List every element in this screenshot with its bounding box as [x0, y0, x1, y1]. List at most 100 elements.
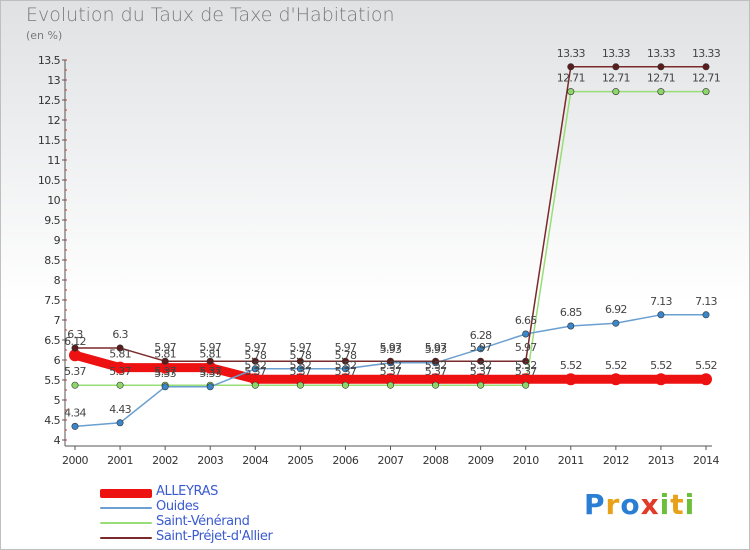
data-label: 5.81 [199, 348, 221, 361]
data-label: 13.33 [557, 47, 586, 60]
y-tick-label: 8 [54, 274, 61, 287]
y-tick-label: 9 [54, 234, 61, 247]
data-label: 5.97 [425, 341, 447, 354]
data-label: 5.93 [380, 343, 402, 356]
data-point [251, 365, 259, 373]
data-point [429, 373, 442, 386]
x-tick-label: 2013 [648, 454, 674, 467]
legend-label: ALLEYRAS [156, 484, 218, 499]
logo-letter: x [640, 488, 660, 521]
data-point [432, 357, 440, 365]
data-point [296, 381, 304, 389]
data-label: 5.52 [425, 359, 447, 372]
data-label: 13.33 [647, 47, 676, 60]
data-label: 5.52 [290, 359, 312, 372]
data-label: 13.33 [692, 47, 721, 60]
data-label: 12.71 [692, 72, 720, 85]
data-label: 5.52 [650, 359, 672, 372]
data-point [657, 63, 665, 71]
legend-label: Saint-Préjet-d'Allier [156, 529, 273, 544]
data-point [71, 344, 79, 352]
y-tick-label: 4 [54, 434, 61, 447]
data-label: 5.33 [154, 367, 176, 380]
legend-swatch [100, 522, 152, 524]
data-point [341, 357, 349, 365]
y-tick-label: 9.5 [44, 214, 60, 227]
data-label: 6.85 [560, 306, 582, 319]
data-label: 5.52 [244, 359, 266, 372]
data-label: 5.37 [425, 365, 447, 378]
data-point [206, 383, 214, 391]
data-point [657, 88, 665, 96]
data-label: 5.37 [470, 365, 492, 378]
legend-swatch [100, 489, 152, 498]
x-tick-label: 2009 [468, 454, 494, 467]
data-point [341, 365, 349, 373]
data-label: 5.37 [109, 365, 131, 378]
y-tick-label: 4.5 [44, 414, 60, 427]
data-label: 5.52 [560, 359, 582, 372]
data-point [294, 373, 307, 386]
data-label: 5.52 [695, 359, 717, 372]
x-tick-label: 2011 [558, 454, 584, 467]
y-tick-label: 7.5 [44, 294, 60, 307]
data-point [609, 373, 622, 386]
data-label: 5.52 [470, 359, 492, 372]
data-label: 5.93 [425, 343, 447, 356]
logo-letter: i [659, 488, 671, 521]
data-label: 5.37 [515, 365, 537, 378]
data-point [386, 381, 394, 389]
data-label: 5.33 [199, 367, 221, 380]
data-point [612, 88, 620, 96]
data-point [159, 361, 172, 374]
y-tick-label: 12 [47, 114, 60, 127]
y-tick-label: 13 [47, 74, 60, 87]
logo-letter: P [584, 488, 606, 521]
data-point [702, 311, 710, 319]
data-point [296, 365, 304, 373]
data-label: 7.13 [695, 295, 717, 308]
data-point [567, 88, 575, 96]
x-tick-label: 2008 [423, 454, 449, 467]
data-label: 12.71 [647, 72, 675, 85]
data-point [161, 383, 169, 391]
data-point [474, 373, 487, 386]
data-label: 5.81 [154, 348, 176, 361]
data-label: 6.28 [470, 329, 492, 342]
logo-letter: r [605, 488, 621, 521]
data-point [69, 349, 81, 362]
series-line-3 [74, 66, 707, 362]
data-point [339, 373, 352, 386]
y-tick-label: 12.5 [38, 94, 61, 107]
data-point [700, 373, 712, 386]
data-point [386, 357, 394, 365]
data-point [114, 361, 127, 374]
x-tick-label: 2012 [603, 454, 629, 467]
y-tick-label: 6.5 [44, 334, 60, 347]
y-tick-label: 8.5 [44, 254, 60, 267]
data-point [116, 381, 124, 389]
data-label: 5.97 [290, 341, 312, 354]
data-point [702, 88, 710, 96]
data-label: 6.3 [67, 328, 83, 341]
y-tick-label: 10.5 [38, 174, 61, 187]
x-tick-label: 2003 [197, 454, 223, 467]
data-point [71, 381, 79, 389]
data-label: 5.78 [290, 349, 312, 362]
legend-label: Saint-Vénérand [156, 514, 250, 529]
y-tick-label: 10 [47, 194, 60, 207]
data-point [522, 357, 530, 365]
data-label: 5.52 [335, 359, 357, 372]
data-label: 5.52 [515, 359, 537, 372]
data-point [657, 311, 665, 319]
chart-title: Evolution du Taux de Taxe d'Habitation [26, 4, 395, 26]
x-tick-label: 2006 [332, 454, 358, 467]
data-label: 4.43 [109, 403, 131, 416]
x-tick-label: 2000 [62, 454, 88, 467]
data-point [522, 381, 530, 389]
data-point [161, 357, 169, 365]
data-point [477, 381, 485, 389]
unit-label: (en %) [26, 29, 63, 42]
x-tick-label: 2001 [107, 454, 133, 467]
